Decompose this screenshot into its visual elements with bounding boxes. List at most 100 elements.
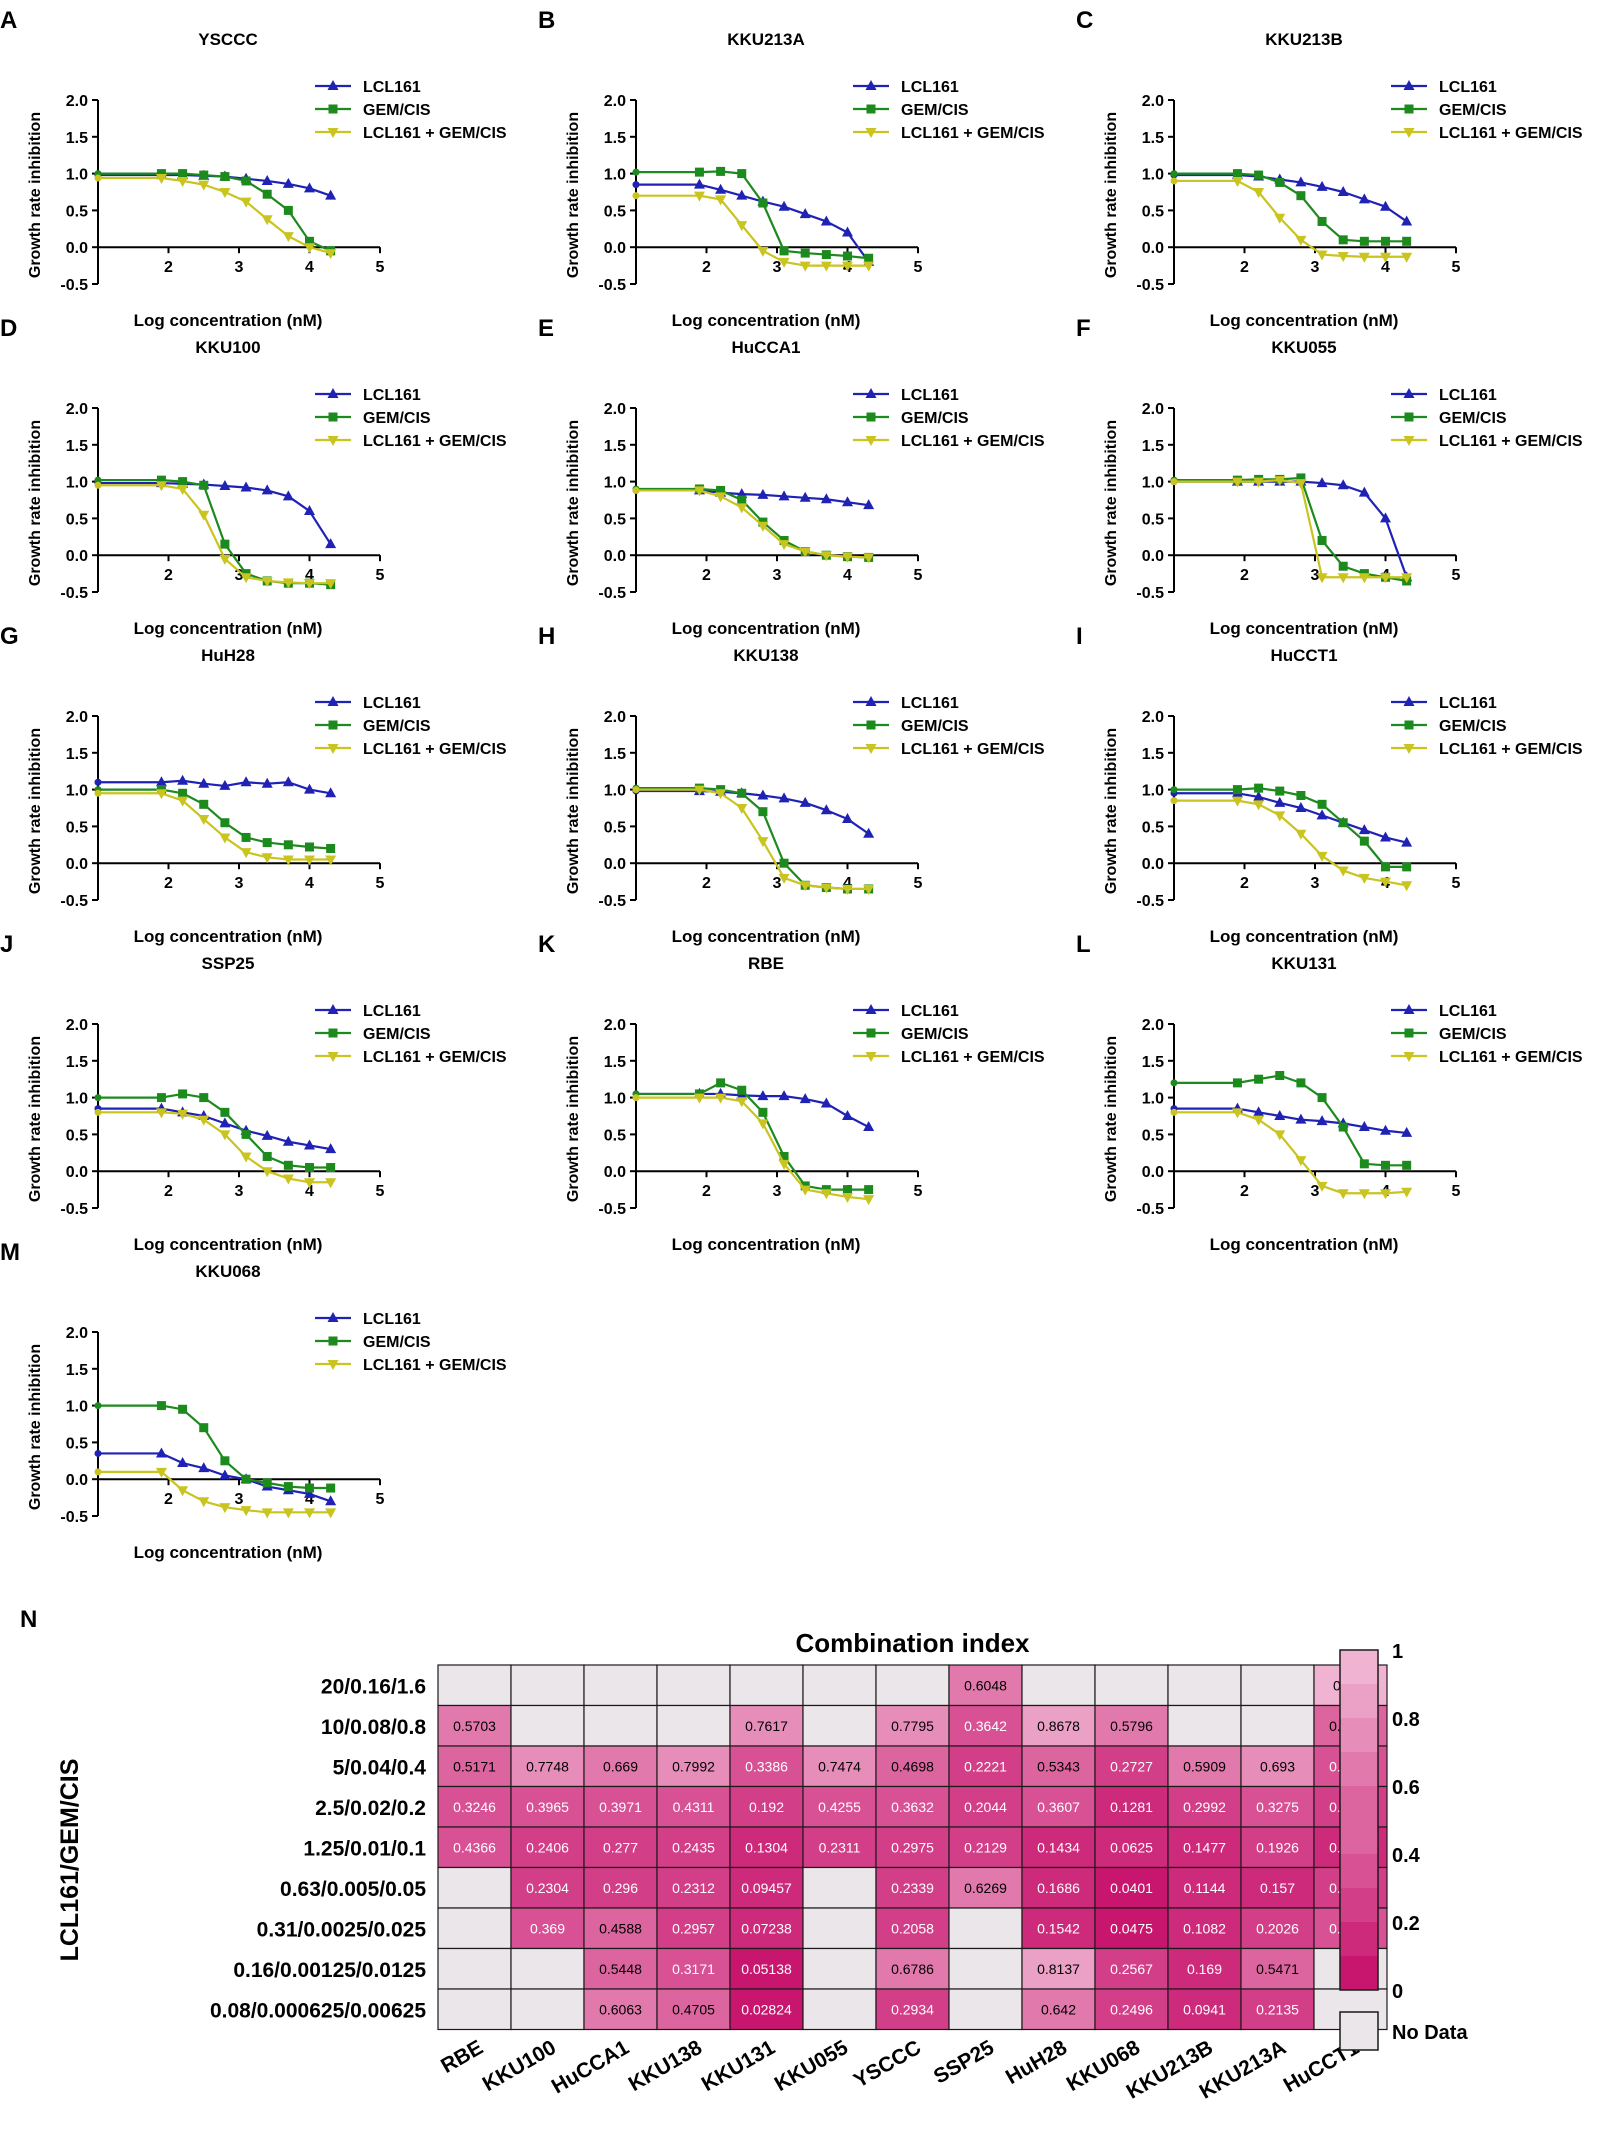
y-tick-label: 0.5	[604, 511, 626, 528]
legend-label: GEM/CIS	[363, 718, 431, 735]
y-tick-label: 1.5	[604, 746, 626, 763]
chart-panel-E: E HuCCA1 -0.5 0.0 0.5 1.0 1.5 2.0 2 3 4 5 Log concen…	[538, 315, 1045, 638]
series-2-point	[1338, 818, 1348, 828]
series-3-point	[1316, 851, 1328, 862]
y-tick-label: -0.5	[1136, 277, 1164, 294]
y-tick-label: 1.0	[1142, 475, 1164, 492]
y-tick-label: 0.0	[66, 856, 88, 873]
series-3-point	[715, 492, 727, 503]
x-axis-label: Log concentration (nM)	[1210, 1235, 1399, 1254]
series-3-point	[177, 176, 189, 187]
x-tick-label: 2	[1240, 567, 1249, 584]
series-3-point	[863, 884, 875, 895]
heatmap-cell	[1167, 1826, 1242, 1869]
chart-panel-D: D KKU100 -0.5 0.0 0.5 1.0 1.5 2.0 2 3 4 5 Log concen…	[0, 315, 507, 638]
series-1-point	[304, 783, 315, 794]
y-tick-label: 2.0	[66, 1017, 88, 1034]
x-tick-label: 4	[1381, 259, 1390, 276]
series-3-point	[325, 579, 337, 590]
series-3-point	[219, 554, 231, 565]
series-2-point	[220, 1456, 230, 1466]
colorbar-tick-label: 0.6	[1392, 1777, 1420, 1799]
heatmap-panel: N Combination index LCL161/GEM/CIS 20/0.16/…	[20, 1606, 1468, 2104]
heatmap-cell-value: 0.05138	[741, 1961, 792, 1977]
heatmap-cell-empty	[1167, 1704, 1242, 1747]
series-line-3	[1174, 179, 1407, 258]
y-tick-label: 1.0	[604, 167, 626, 184]
series-3-point	[778, 257, 790, 268]
heatmap-cell	[1094, 1866, 1169, 1909]
heatmap-cell	[510, 1785, 585, 1828]
legend-label: GEM/CIS	[1439, 718, 1507, 735]
series-3-point	[1337, 252, 1349, 263]
series-2-point	[737, 788, 747, 798]
series-line-2	[636, 787, 869, 891]
y-tick-label: -0.5	[598, 893, 626, 910]
heatmap-row-label: 0.08/0.000625/0.00625	[210, 1999, 426, 2022]
series-1-point	[1380, 200, 1391, 211]
x-tick-label: 3	[773, 259, 782, 276]
series-2-point	[758, 198, 768, 208]
x-tick-label: 3	[235, 567, 244, 584]
chart-title: HuCCT1	[1270, 646, 1337, 665]
heatmap-cell-value: 0.0475	[1110, 1920, 1153, 1936]
series-line-2	[636, 1081, 869, 1191]
series-1-point	[282, 1135, 294, 1146]
series-1-point	[863, 827, 875, 838]
y-tick-label: 1.0	[66, 475, 88, 492]
series-2-point	[1402, 236, 1412, 246]
heatmap-cell-value: 0.693	[1260, 1758, 1295, 1774]
heatmap-cell	[875, 1745, 950, 1788]
series-3-point	[1380, 1189, 1391, 1200]
series-2-point	[1254, 783, 1264, 793]
y-tick-label: 0.0	[66, 1472, 88, 1489]
panel-letter: L	[1076, 931, 1091, 958]
series-1-point	[778, 490, 790, 501]
heatmap-cell-value: 0.2339	[891, 1880, 934, 1896]
colorbar-tick-label: 1	[1392, 1641, 1403, 1663]
legend-marker	[328, 412, 338, 422]
x-tick-label: 3	[235, 875, 244, 892]
colorbar-band	[1340, 1718, 1378, 1753]
x-tick-label: 5	[914, 259, 923, 276]
heatmap-cell-value: 0.8678	[1037, 1718, 1080, 1734]
heatmap-cell	[1240, 1866, 1315, 1909]
heatmap-cell-empty	[802, 1947, 877, 1990]
series-3-point	[820, 261, 832, 272]
heatmap-cell-empty	[802, 1704, 877, 1747]
series-1-point	[842, 813, 853, 824]
series-2-point	[843, 251, 852, 261]
legend-label: GEM/CIS	[363, 102, 431, 119]
colorbar-band	[1340, 1820, 1378, 1855]
series-3-point	[1358, 252, 1370, 263]
series-1-point	[799, 491, 811, 502]
series-3-point	[799, 1185, 811, 1196]
series-1-point	[842, 496, 853, 507]
series-2-point	[199, 1093, 209, 1103]
heatmap-cell-value: 0.0401	[1110, 1880, 1153, 1896]
series-2-point	[737, 1085, 747, 1095]
series-1-point	[1316, 1115, 1328, 1126]
series-line-2	[636, 170, 869, 260]
series-2-point	[779, 1151, 789, 1161]
series-3-point	[1274, 1130, 1286, 1141]
series-line-3	[1174, 1111, 1407, 1195]
x-tick-label: 2	[164, 1183, 173, 1200]
legend-label: LCL161	[363, 1003, 421, 1020]
series-1-point	[778, 792, 790, 803]
series-3-point	[155, 1467, 167, 1478]
heatmap-cell-value: 0.7748	[526, 1758, 569, 1774]
series-3-point	[261, 1167, 273, 1178]
heatmap-cell-value: 0.5796	[1110, 1718, 1153, 1734]
y-tick-label: 0.0	[66, 240, 88, 257]
series-2-point	[241, 1129, 251, 1139]
series-line-2	[98, 1092, 331, 1169]
y-tick-label: 2.0	[1142, 1017, 1164, 1034]
legend-label: LCL161	[901, 1003, 959, 1020]
series-3-start-point	[94, 789, 102, 797]
legend-marker	[1403, 744, 1415, 754]
series-3-point	[198, 1497, 210, 1508]
series-1-point	[261, 174, 273, 185]
